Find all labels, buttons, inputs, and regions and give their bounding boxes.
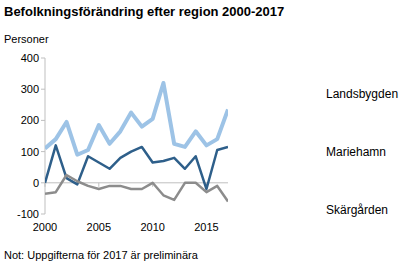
legend-label: Skärgården [326, 203, 388, 217]
y-tick-label: 400 [21, 52, 39, 64]
y-tick-label: 200 [21, 114, 39, 126]
x-tick-label: 2000 [33, 221, 57, 233]
y-tick [41, 89, 45, 90]
plot-area [45, 83, 228, 202]
y-tick [41, 214, 45, 215]
y-tick [41, 58, 45, 59]
x-tick-label: 2010 [140, 221, 164, 233]
y-tick [41, 151, 45, 152]
y-tick [41, 182, 45, 183]
y-label: Personer [4, 33, 49, 45]
title: Befolkningsförändring efter region 2000-… [4, 4, 284, 19]
x-tick-label: 2005 [87, 221, 111, 233]
y-axis [45, 58, 46, 214]
series-line [45, 83, 228, 155]
legend-label: Mariehamn [326, 145, 386, 159]
y-tick-label: -100 [17, 208, 39, 220]
x-tick [45, 183, 46, 187]
note: Not: Uppgifterna för 2017 är preliminära [4, 249, 199, 261]
y-tick-label: 300 [21, 83, 39, 95]
series-line [45, 175, 228, 202]
y-tick-label: 0 [33, 177, 39, 189]
y-tick [41, 120, 45, 121]
x-tick [98, 183, 99, 187]
x-tick-label: 2015 [194, 221, 218, 233]
legend-label: Landsbygden [326, 87, 398, 101]
series-line [45, 145, 228, 189]
chart: Befolkningsförändring efter region 2000-… [0, 0, 409, 266]
y-tick-label: 100 [21, 146, 39, 158]
